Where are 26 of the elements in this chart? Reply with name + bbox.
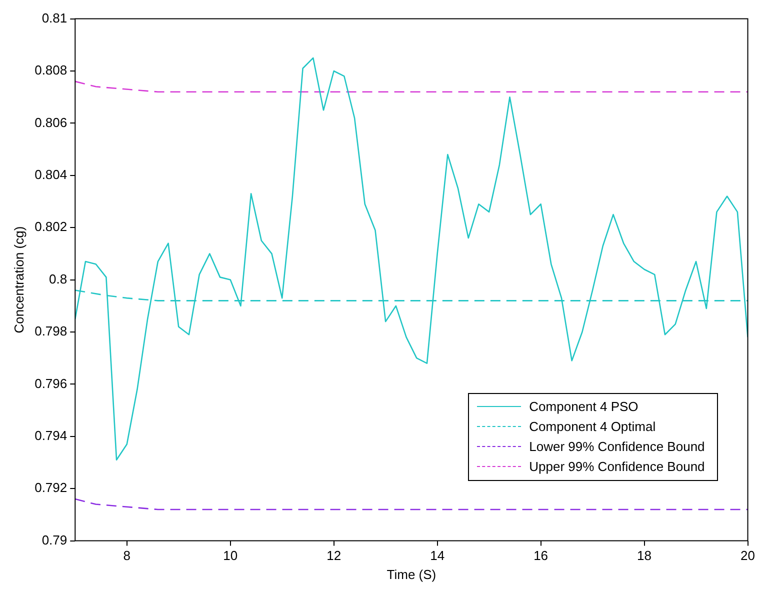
y-tick-label: 0.8 (49, 271, 68, 286)
x-tick-label: 12 (326, 548, 342, 564)
y-axis-title: Concentration (cg) (11, 226, 26, 334)
y-tick-label: 0.804 (34, 166, 68, 182)
y-tick-label: 0.792 (34, 480, 68, 496)
legend-label: Component 4 Optimal (529, 419, 656, 434)
y-tick-label: 0.808 (34, 62, 68, 78)
legend-label: Lower 99% Confidence Bound (529, 439, 705, 454)
line-series (75, 80, 748, 93)
line-series (75, 498, 748, 510)
x-tick-label: 20 (740, 548, 756, 564)
x-tick-label: 16 (534, 548, 548, 564)
x-axis-title: Time (S) (386, 566, 436, 582)
y-tick-label: 0.81 (42, 10, 68, 26)
y-tick-label: 0.802 (34, 219, 68, 234)
y-tick-label: 0.806 (34, 114, 68, 130)
x-tick-label: 10 (223, 548, 238, 564)
legend-label: Component 4 PSO (529, 399, 638, 414)
legend-label: Upper 99% Confidence Bound (529, 459, 705, 474)
y-tick-label: 0.79 (42, 532, 68, 548)
x-tick-label: 14 (430, 548, 445, 564)
y-tick-label: 0.796 (34, 376, 68, 391)
y-tick-label: 0.794 (34, 428, 68, 443)
y-tick-label: 0.798 (34, 324, 68, 339)
x-tick-label: 8 (123, 548, 130, 564)
x-tick-label: 18 (637, 548, 652, 564)
